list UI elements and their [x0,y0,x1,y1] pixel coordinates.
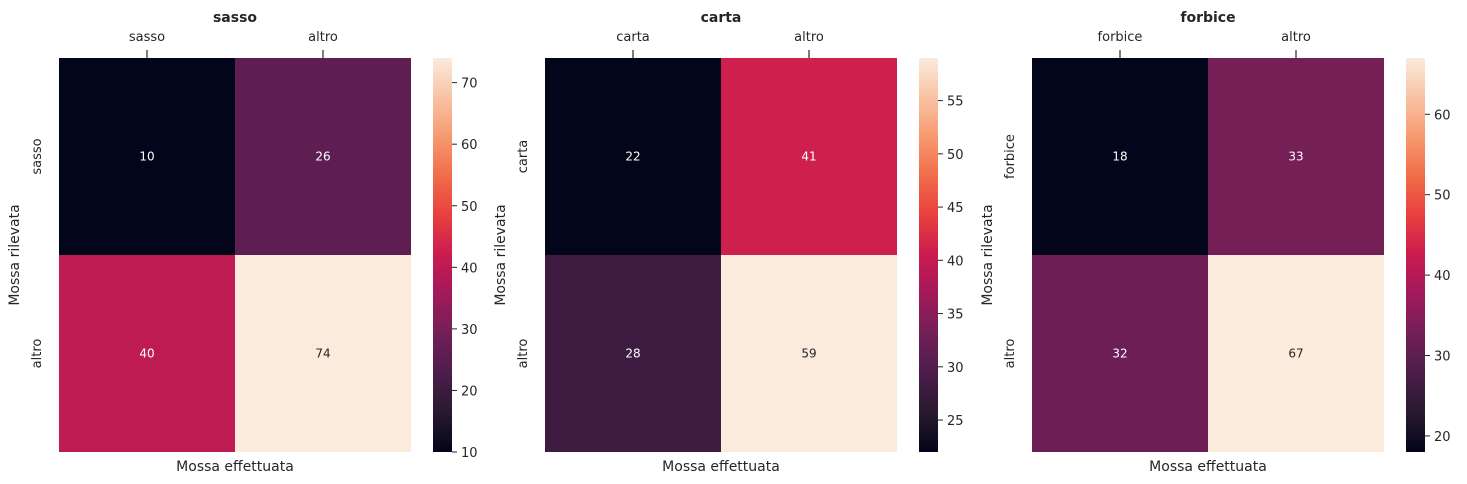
cell-value-label: 28 [625,347,640,361]
heatmap-cell [235,255,411,452]
heatmap-cell [1032,58,1208,255]
x-axis-label: Mossa effettuata [1149,459,1267,475]
colorbar [919,58,938,452]
y-axis-label: Mossa rilevata [980,204,996,305]
y-tick-label: altro [516,339,531,369]
y-tick-label: forbice [1003,134,1018,179]
colorbar-tick-label: 30 [461,323,478,338]
colorbar-tick-label: 40 [461,261,478,276]
panel-title: carta [701,10,742,26]
cell-value-label: 22 [625,150,640,164]
heatmap-cell [545,58,721,255]
colorbar-tick-label: 40 [1434,269,1451,284]
heatmap-cell [721,255,897,452]
cell-value-label: 10 [139,150,154,164]
cell-value-label: 40 [139,347,154,361]
cell-value-label: 33 [1288,150,1303,164]
y-axis-label: Mossa rilevata [493,204,509,305]
colorbar [433,58,452,452]
colorbar-tick-label: 35 [947,308,964,323]
heatmap-panel-3: forbice 18 33 32 67 forbice altro forbice altro M… [980,10,1451,475]
heatmap-panel-2: carta 22 41 28 59 carta altro carta altro Mossa e… [493,10,964,475]
colorbar-tick-label: 20 [1434,430,1451,445]
y-tick-label: altro [30,339,45,369]
cell-value-label: 32 [1112,347,1127,361]
heatmap-cell [1208,58,1384,255]
cell-value-label: 59 [801,347,816,361]
x-tick-label: altro [308,30,338,45]
x-axis-label: Mossa effettuata [662,459,780,475]
cell-value-label: 74 [315,347,330,361]
colorbar-tick-label: 40 [947,254,964,269]
heatmap-cell [235,58,411,255]
colorbar-tick-label: 70 [461,77,478,92]
x-axis-label: Mossa effettuata [176,459,294,475]
cell-value-label: 26 [315,150,330,164]
colorbar-tick-label: 10 [461,446,478,461]
x-tick-label: sasso [129,30,165,45]
panel-title: sasso [213,10,257,26]
panel-title: forbice [1180,10,1235,26]
colorbar-tick-label: 45 [947,201,964,216]
colorbar-tick-label: 60 [461,138,478,153]
colorbar-tick-label: 20 [461,384,478,399]
colorbar-tick-label: 50 [947,148,964,163]
y-tick-label: carta [516,140,531,174]
y-tick-label: altro [1003,339,1018,369]
x-tick-label: altro [794,30,824,45]
colorbar-tick-label: 50 [1434,189,1451,204]
cell-value-label: 67 [1288,347,1303,361]
colorbar-tick-label: 30 [1434,350,1451,365]
x-tick-label: forbice [1098,30,1143,45]
cell-value-label: 18 [1112,150,1127,164]
cell-value-label: 41 [801,150,816,164]
x-tick-label: altro [1281,30,1311,45]
colorbar-tick-label: 50 [461,200,478,215]
heatmap-cell [545,255,721,452]
colorbar [1406,58,1425,452]
colorbar-tick-label: 60 [1434,108,1451,123]
heatmap-cell [1032,255,1208,452]
y-tick-label: sasso [30,138,45,174]
heatmap-cell [1208,255,1384,452]
x-tick-label: carta [616,30,650,45]
heatmap-cell [59,58,235,255]
y-axis-label: Mossa rilevata [7,204,23,305]
heatmap-panel-1: sasso 10 26 40 74 sasso altro sasso altro Mossa e… [7,10,478,475]
heatmap-cell [721,58,897,255]
colorbar-tick-label: 55 [947,95,964,110]
colorbar-tick-label: 25 [947,414,964,429]
colorbar-tick-label: 30 [947,361,964,376]
heatmap-cell [59,255,235,452]
